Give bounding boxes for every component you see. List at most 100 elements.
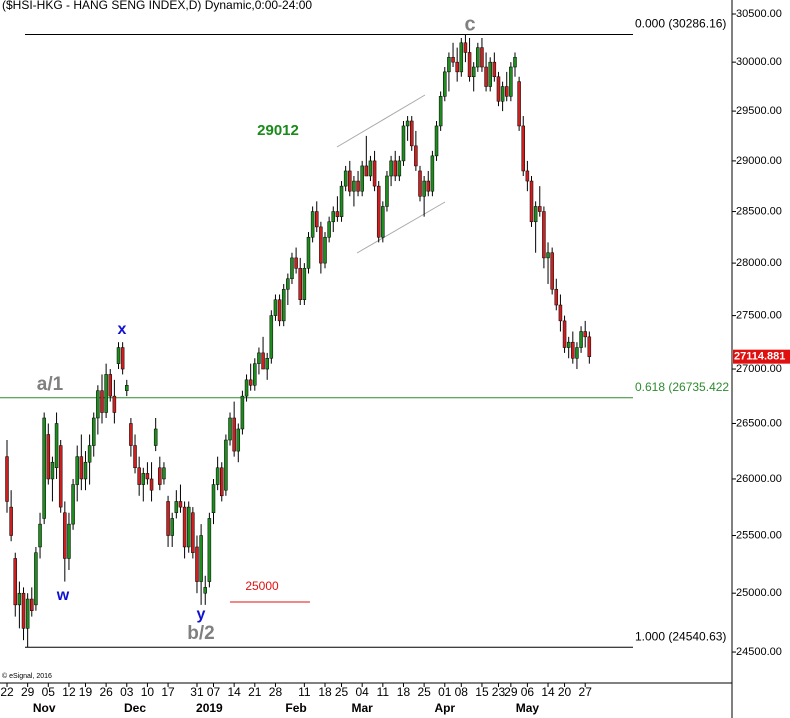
candle-body <box>455 61 459 73</box>
candle-body <box>79 456 84 480</box>
candle-body <box>298 268 302 300</box>
candle-body <box>542 211 546 259</box>
candle-body <box>463 42 468 53</box>
candle-body <box>343 170 348 187</box>
candle-body <box>566 341 571 348</box>
candle-body <box>533 206 538 223</box>
candle-body <box>174 501 179 514</box>
candle-body <box>352 180 356 192</box>
x-tick-label: 31 <box>190 685 204 699</box>
candle-body <box>38 523 42 548</box>
candle-body <box>529 180 534 223</box>
candle-body <box>401 125 406 162</box>
x-tick-label: 11 <box>377 685 390 699</box>
x-month-label: 2019 <box>196 701 223 715</box>
y-tick-label: 29000.00 <box>736 155 782 167</box>
x-tick-label: 14 <box>227 685 241 699</box>
candle-body <box>409 120 414 147</box>
level-label: 0.000 (30286.16) <box>635 17 726 31</box>
level-label: 1.000 (24540.63) <box>635 629 726 643</box>
candle-body <box>207 518 212 582</box>
y-tick-label: 26500.00 <box>736 417 782 429</box>
candle-body <box>364 165 369 177</box>
candle-body <box>500 86 505 102</box>
candle-body <box>25 598 30 629</box>
x-tick-label: 25 <box>335 685 349 699</box>
candle-body <box>182 506 187 548</box>
x-tick-label: 26 <box>99 685 113 699</box>
candle-body <box>232 417 236 452</box>
candle-body <box>273 299 278 316</box>
x-tick-label: 19 <box>79 685 93 699</box>
candle-body <box>434 125 439 157</box>
candle-body <box>319 226 323 264</box>
candle-body <box>306 236 311 269</box>
candle-body <box>339 185 344 217</box>
candle-body <box>224 439 228 491</box>
candle-body <box>315 211 319 228</box>
candle-body <box>112 395 117 413</box>
candle-body <box>385 175 389 207</box>
candle-body <box>21 592 26 629</box>
candle-body <box>195 546 199 582</box>
candle-body <box>286 278 290 290</box>
candle-body <box>211 484 216 514</box>
candle-body <box>87 445 92 463</box>
candle-body <box>191 512 195 553</box>
x-tick-label: 25 <box>417 685 431 699</box>
x-tick-label: 27 <box>579 685 593 699</box>
candle-body <box>104 374 108 413</box>
candle-body <box>199 535 203 582</box>
candle-body <box>108 374 112 397</box>
candle-body <box>162 467 166 480</box>
candle-body <box>538 206 542 212</box>
candle-body <box>302 268 307 300</box>
candle-body <box>178 501 183 508</box>
candle-body <box>120 347 125 370</box>
x-tick-label: 21 <box>248 685 262 699</box>
candle-body <box>480 47 484 68</box>
candle-body <box>96 390 100 419</box>
candle-body <box>281 288 286 322</box>
candle-body <box>414 145 418 167</box>
candle-body <box>75 456 79 485</box>
x-tick-label: 06 <box>521 685 535 699</box>
candle-body <box>368 160 373 177</box>
annotation: 25000 <box>245 579 279 593</box>
candle-body <box>459 42 464 73</box>
candle-body <box>116 347 121 364</box>
candle-body <box>575 347 579 359</box>
x-tick-label: 29 <box>504 685 518 699</box>
candle-body <box>71 484 75 525</box>
candle-body <box>438 96 443 127</box>
last-price-box <box>733 349 790 364</box>
x-tick-label: 01 <box>438 685 452 699</box>
annotation: w <box>56 587 70 604</box>
candle-body <box>521 125 525 172</box>
candle-body <box>63 512 67 559</box>
candle-body <box>381 206 385 238</box>
candle-body <box>149 478 154 491</box>
candle-body <box>186 506 191 548</box>
candle-body <box>203 587 207 594</box>
x-tick-label: 18 <box>318 685 332 699</box>
y-tick-label: 30500.00 <box>736 8 782 20</box>
annotation: x <box>118 321 127 338</box>
candle-body <box>17 592 22 606</box>
chart-title: ($HSI-HKG - HANG SENG INDEX,D) Dynamic,0… <box>2 0 312 12</box>
candle-body <box>513 57 517 68</box>
candle-body <box>137 467 141 485</box>
candle-body <box>170 518 174 536</box>
candle-body <box>488 61 492 87</box>
candle-body <box>141 473 146 485</box>
candle-body <box>261 352 265 370</box>
candle-body <box>145 473 150 480</box>
y-tick-label: 24500.00 <box>736 646 782 658</box>
candle-body <box>376 185 381 238</box>
candle-body <box>335 211 340 217</box>
candle-body <box>42 417 46 519</box>
x-tick-label: 08 <box>455 685 469 699</box>
annotation: y <box>197 606 206 623</box>
annotation: c <box>464 13 475 35</box>
